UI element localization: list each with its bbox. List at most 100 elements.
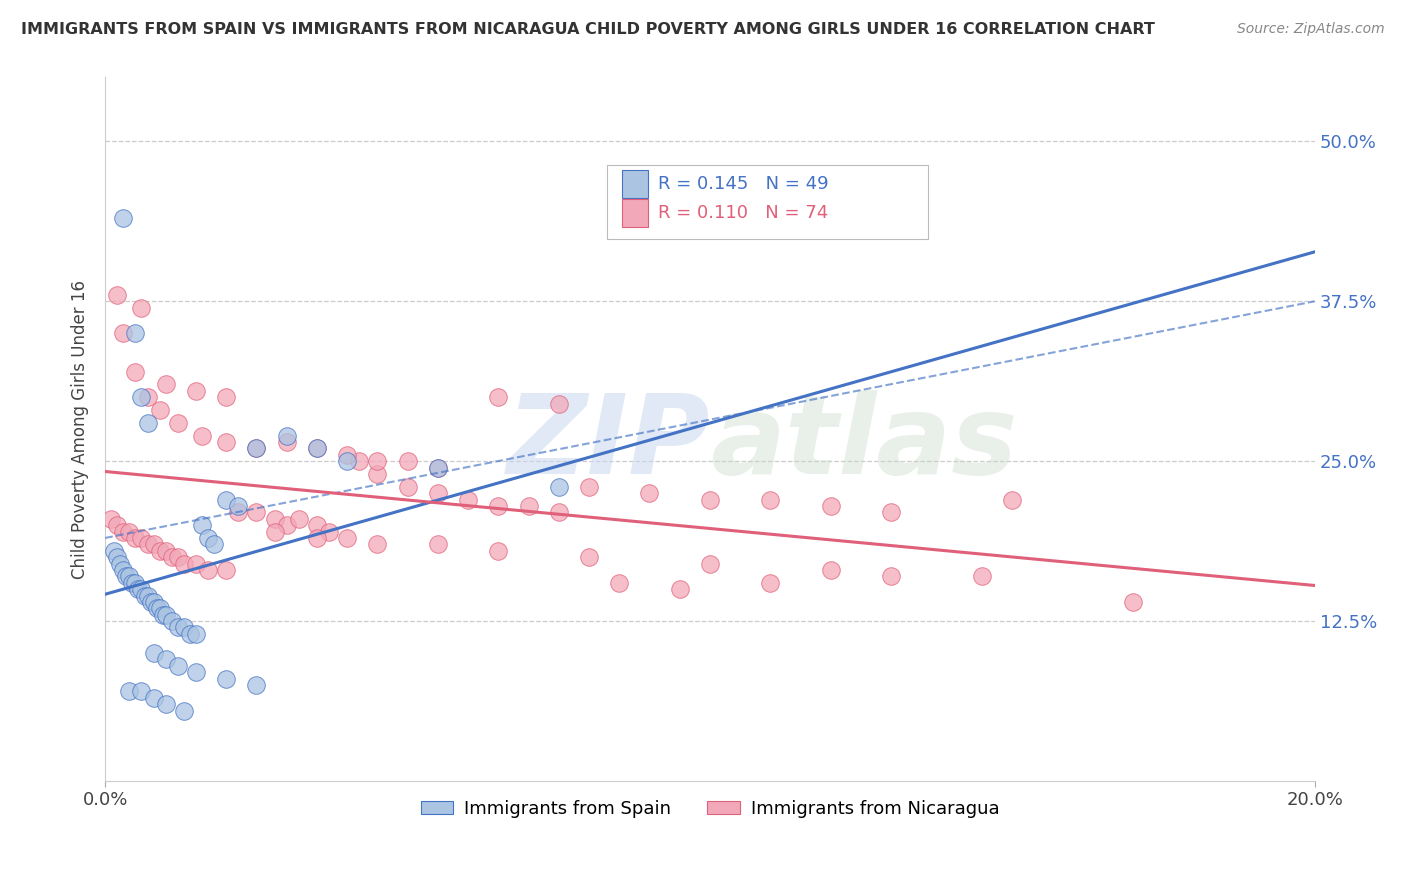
Point — [127, 582, 149, 596]
Point — [105, 518, 128, 533]
Point — [547, 480, 569, 494]
Point — [1001, 492, 1024, 507]
Point — [184, 384, 207, 398]
Point — [426, 460, 449, 475]
Point — [547, 397, 569, 411]
Point — [118, 684, 141, 698]
Point — [112, 211, 135, 226]
Legend: Immigrants from Spain, Immigrants from Nicaragua: Immigrants from Spain, Immigrants from N… — [413, 792, 1007, 825]
Point — [134, 589, 156, 603]
Point — [245, 442, 267, 456]
Point — [112, 563, 135, 577]
Point — [366, 537, 388, 551]
Point — [759, 492, 782, 507]
Point — [131, 301, 153, 315]
Point — [197, 531, 219, 545]
Point — [166, 416, 188, 430]
Point — [131, 582, 153, 596]
Point — [820, 499, 842, 513]
Point — [215, 435, 238, 450]
Point — [578, 550, 600, 565]
Point — [426, 460, 449, 475]
Point — [263, 524, 285, 539]
Text: R = 0.145   N = 49: R = 0.145 N = 49 — [658, 175, 828, 193]
Point — [366, 467, 388, 481]
Point — [131, 531, 153, 545]
Point — [215, 390, 238, 404]
Point — [105, 550, 128, 565]
Point — [305, 531, 328, 545]
Point — [318, 524, 340, 539]
Point — [457, 492, 479, 507]
Point — [396, 480, 419, 494]
Point — [336, 448, 359, 462]
Text: IMMIGRANTS FROM SPAIN VS IMMIGRANTS FROM NICARAGUA CHILD POVERTY AMONG GIRLS UND: IMMIGRANTS FROM SPAIN VS IMMIGRANTS FROM… — [21, 22, 1154, 37]
Point — [880, 569, 903, 583]
Point — [112, 326, 135, 341]
Point — [578, 480, 600, 494]
Point — [131, 684, 153, 698]
Point — [149, 543, 172, 558]
Point — [215, 563, 238, 577]
Point — [103, 543, 125, 558]
Point — [184, 665, 207, 680]
FancyBboxPatch shape — [607, 165, 928, 239]
Point — [160, 550, 183, 565]
Point — [366, 454, 388, 468]
Point — [245, 505, 267, 519]
Point — [426, 537, 449, 551]
Point — [131, 390, 153, 404]
Point — [638, 486, 661, 500]
Point — [160, 614, 183, 628]
Point — [100, 512, 122, 526]
Point — [305, 442, 328, 456]
Y-axis label: Child Poverty Among Girls Under 16: Child Poverty Among Girls Under 16 — [72, 280, 89, 579]
Point — [124, 326, 146, 341]
Point — [191, 428, 214, 442]
Point — [173, 557, 195, 571]
Bar — [621, 169, 648, 198]
Point — [336, 531, 359, 545]
Text: Source: ZipAtlas.com: Source: ZipAtlas.com — [1237, 22, 1385, 37]
Point — [149, 403, 172, 417]
Point — [105, 288, 128, 302]
Point — [215, 492, 238, 507]
Bar — [621, 199, 648, 227]
Point — [486, 543, 509, 558]
Point — [136, 390, 159, 404]
Point — [145, 601, 167, 615]
Point — [1122, 595, 1144, 609]
Point — [142, 646, 165, 660]
Point — [276, 428, 298, 442]
Point — [668, 582, 690, 596]
Point — [166, 658, 188, 673]
Point — [124, 365, 146, 379]
Point — [136, 416, 159, 430]
Point — [136, 537, 159, 551]
Point — [699, 492, 721, 507]
Text: R = 0.110   N = 74: R = 0.110 N = 74 — [658, 204, 828, 222]
Point — [152, 607, 174, 622]
Point — [486, 499, 509, 513]
Point — [184, 627, 207, 641]
Point — [276, 435, 298, 450]
Point — [149, 601, 172, 615]
Text: atlas: atlas — [710, 390, 1018, 497]
Point — [276, 518, 298, 533]
Point — [305, 518, 328, 533]
Point — [155, 377, 177, 392]
Point — [263, 512, 285, 526]
Point — [880, 505, 903, 519]
Point — [124, 531, 146, 545]
Point — [142, 537, 165, 551]
Point — [245, 678, 267, 692]
Point — [136, 589, 159, 603]
Point — [184, 557, 207, 571]
Point — [155, 607, 177, 622]
Point — [155, 698, 177, 712]
Point — [166, 550, 188, 565]
Point — [226, 505, 249, 519]
Point — [347, 454, 370, 468]
Point — [226, 499, 249, 513]
Point — [215, 672, 238, 686]
